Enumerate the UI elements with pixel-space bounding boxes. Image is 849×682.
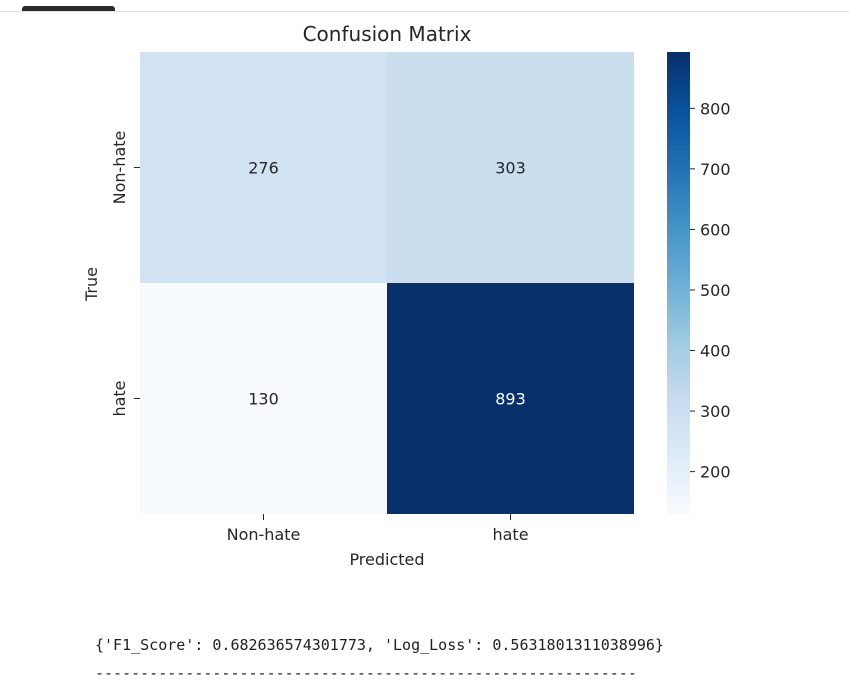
x-tick-label: hate (492, 525, 528, 544)
x-axis-ticks: Non-hate hate (227, 514, 529, 544)
cell-value-label: 303 (495, 159, 526, 178)
x-tick-label: Non-hate (227, 525, 301, 544)
output-separator: ----------------------------------------… (95, 664, 637, 682)
colorbar-tick-label: 500 (700, 281, 731, 300)
y-tick-label: Non-hate (110, 131, 129, 205)
heatmap-cell (387, 52, 634, 283)
heatmap-cell (140, 283, 387, 514)
heatmap-cell (387, 283, 634, 514)
colorbar-ticks: 200 300 400 500 600 700 800 (690, 99, 731, 482)
confusion-matrix-chart: Confusion Matrix 276 303 130 893 Non-hate ha… (82, 22, 731, 569)
colorbar-tick-label: 200 (700, 463, 731, 482)
colorbar-tick-label: 400 (700, 342, 731, 361)
colorbar-tick-label: 800 (700, 99, 731, 118)
colorbar-tick-label: 300 (700, 402, 731, 421)
y-axis-ticks: Non-hate hate (110, 131, 140, 417)
cell-tab (22, 6, 115, 12)
colorbar-tick-label: 700 (700, 160, 731, 179)
y-axis-label: True (82, 267, 101, 302)
y-tick-label: hate (110, 380, 129, 416)
cell-value-label: 276 (248, 159, 279, 178)
metrics-output: {'F1_Score': 0.682636574301773, 'Log_Los… (95, 636, 664, 654)
cell-value-label: 130 (248, 390, 279, 409)
heatmap-cell (140, 52, 387, 283)
colorbar-tick-label: 600 (700, 220, 731, 239)
chart-title: Confusion Matrix (303, 22, 472, 46)
colorbar (667, 52, 690, 514)
heatmap-cells: 276 303 130 893 (140, 52, 634, 514)
cell-value-label: 893 (495, 390, 526, 409)
cell-divider (0, 11, 849, 12)
x-axis-label: Predicted (349, 550, 424, 569)
